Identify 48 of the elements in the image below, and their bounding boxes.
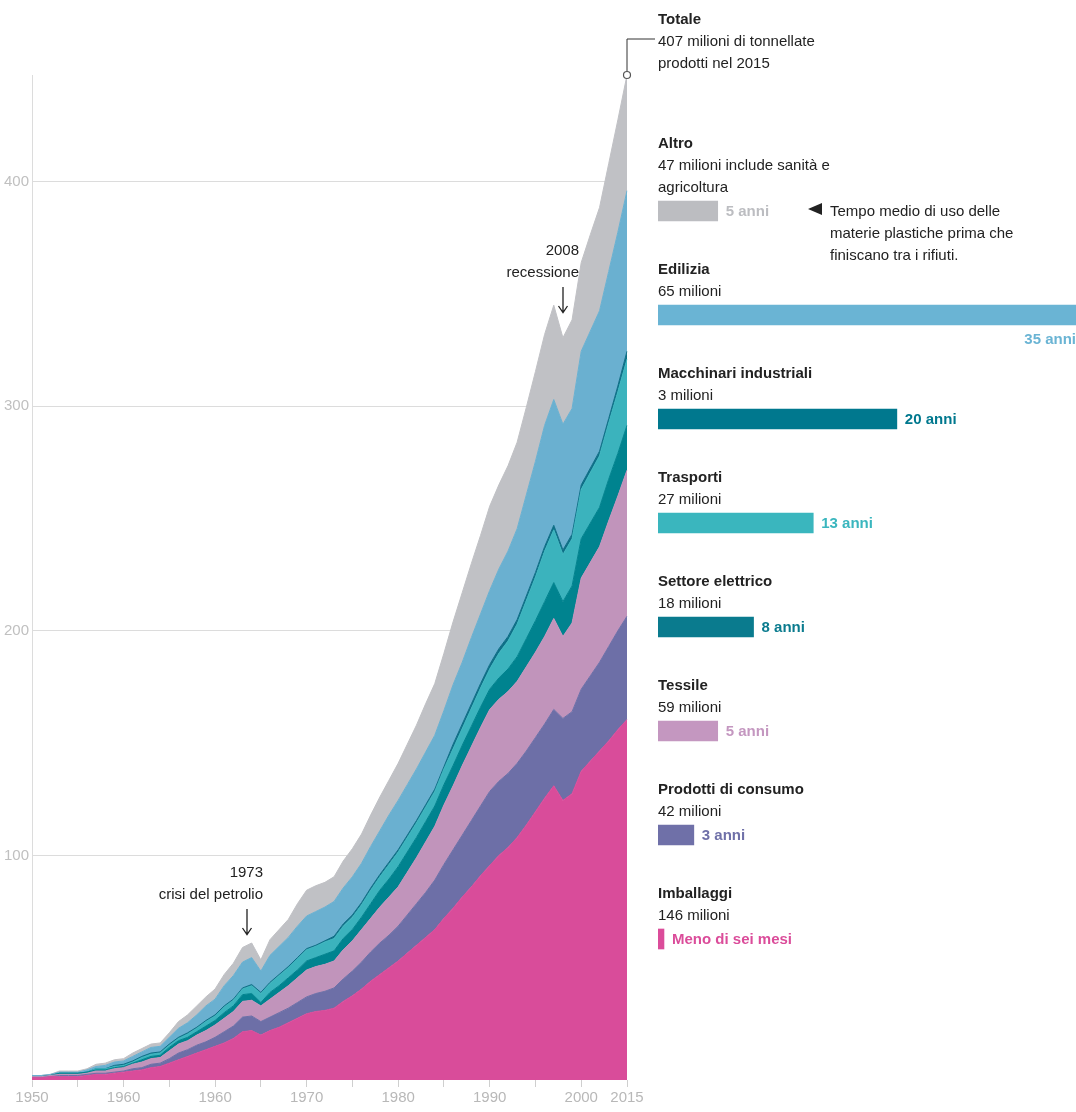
text: Macchinari industriali — [658, 363, 814, 383]
annotation: 59 milioni — [658, 697, 723, 717]
y-tick-label: 300 — [3, 396, 29, 414]
text: Altro — [658, 133, 694, 153]
data-label: 8 anni — [761, 618, 805, 636]
text: Settore elettrico — [658, 571, 774, 591]
y-tick-label: 400 — [3, 171, 29, 189]
bar — [658, 304, 1076, 326]
bar — [658, 200, 719, 222]
x-tick-label: 1960 — [198, 1088, 232, 1106]
data-label: 5 anni — [725, 202, 770, 220]
data-label: 35 anni — [1024, 330, 1076, 348]
annotation: 47 milioni include sanità e agricoltura — [658, 155, 831, 197]
x-tick-label: 1990 — [473, 1088, 507, 1106]
x-tick-label: 2000 — [564, 1088, 598, 1106]
text: Trasporti — [658, 467, 724, 487]
x-tick-label: 1960 — [106, 1088, 141, 1106]
data-label: 20 anni — [904, 410, 957, 428]
bar — [658, 928, 665, 950]
annotation: 42 milioni — [658, 801, 723, 821]
annotation: 146 milioni — [658, 905, 731, 925]
y-tick-label: 100 — [3, 845, 29, 863]
annotation: 18 milioni — [658, 593, 723, 613]
annotation: 3 milioni — [658, 385, 715, 405]
annotation: 2008 recessione — [506, 240, 579, 282]
text: Imballaggi — [658, 883, 734, 903]
y-tick-label: 200 — [3, 620, 29, 638]
data-label: 13 anni — [821, 514, 873, 532]
annotation: 1973 crisi del petrolio — [158, 862, 263, 904]
bar — [658, 824, 695, 846]
data-label: 3 anni — [701, 826, 746, 844]
bar — [658, 408, 898, 430]
text: Tessile — [658, 675, 709, 695]
text: Prodotti di consumo — [658, 779, 805, 799]
x-tick-label: 2015 — [610, 1088, 644, 1106]
bar — [658, 616, 754, 638]
annotation: Totale 407 milioni di tonnellate prodotti nel 2015 — [658, 9, 815, 73]
annotation: 27 milioni — [658, 489, 723, 509]
annotation: Tempo medio di uso delle materie plastiche prima che finiscano tra i rifiuti. — [830, 201, 1015, 265]
data-label: 5 anni — [725, 722, 770, 740]
x-tick-label: 1970 — [289, 1088, 324, 1106]
bar — [658, 512, 814, 534]
bar — [658, 720, 719, 742]
x-tick-label: 1980 — [381, 1088, 415, 1106]
data-label: Meno di sei mesi — [671, 930, 793, 948]
annotation: 65 milioni — [658, 281, 723, 301]
x-tick-label: 1950 — [15, 1088, 49, 1106]
text: Edilizia — [658, 260, 710, 277]
